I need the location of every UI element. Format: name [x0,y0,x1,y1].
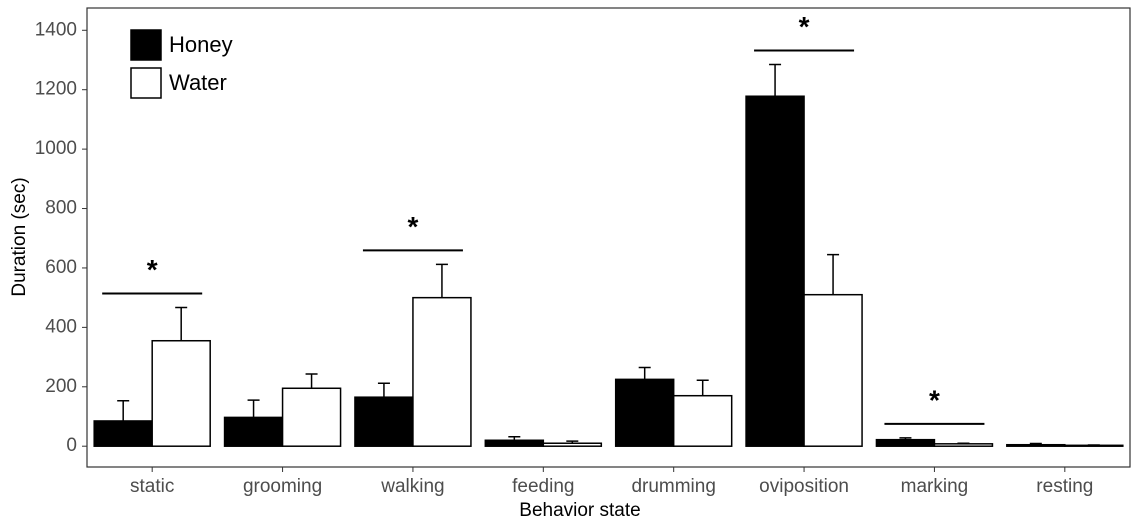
bar [745,95,805,447]
bar [354,396,414,447]
x-tick-label: grooming [243,476,322,497]
error-bar [508,435,521,441]
bar [803,293,863,447]
error-bar [1029,442,1042,445]
bar [484,439,545,447]
legend-swatch [130,67,162,99]
x-tick-label: drumming [631,476,715,497]
significance-label: * [929,384,940,415]
bar [151,339,211,447]
error-bar [827,253,840,295]
y-tick-label: 600 [45,257,77,278]
bar [93,420,153,447]
bar [281,387,342,447]
significance-label: * [799,11,810,42]
bar [933,443,994,447]
significance-label: * [147,254,158,285]
x-tick-label: static [130,476,174,497]
y-tick-label: 1200 [35,79,77,100]
bar [1006,443,1066,447]
x-tick-label: marking [901,476,969,497]
x-tick-label: walking [380,476,444,497]
legend-label: Water [169,70,227,95]
plot-frame [86,7,1131,468]
error-bar [435,263,448,298]
error-bar [696,379,709,396]
legend-swatch [130,29,162,61]
y-tick-label: 400 [45,316,77,337]
y-tick-label: 200 [45,376,77,397]
error-bar [377,382,390,398]
y-tick-label: 1400 [35,19,77,40]
error-bar [175,306,188,341]
bar [875,438,936,447]
bar [223,416,284,447]
x-axis-title: Behavior state [519,500,640,521]
error-bar [769,63,782,97]
y-axis-title: Duration (sec) [9,177,30,296]
error-bar [957,442,970,444]
error-bar [247,399,260,418]
error-bar [638,366,651,380]
y-tick-label: 1000 [35,138,77,159]
bar [542,442,603,447]
x-tick-label: oviposition [759,476,849,497]
y-tick-label: 800 [45,198,77,219]
error-bar [117,400,130,421]
legend-label: Honey [169,32,233,57]
x-tick-label: resting [1036,476,1093,497]
bar [412,296,472,447]
bar [614,378,675,447]
error-bar [899,437,912,440]
x-tick-label: feeding [512,476,574,497]
y-tick-label: 0 [66,435,77,456]
significance-label: * [407,211,418,242]
error-bar [566,440,579,444]
bar [672,394,733,447]
error-bar [305,373,318,389]
